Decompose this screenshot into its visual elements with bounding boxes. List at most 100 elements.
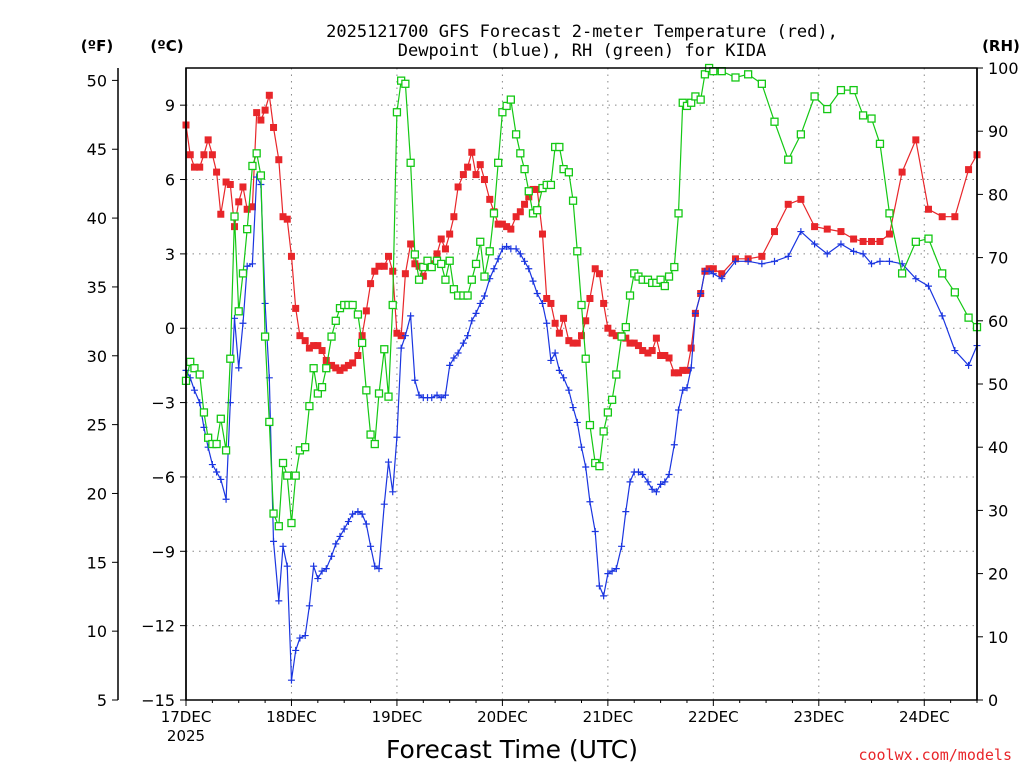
temperature-point [533, 185, 541, 193]
rh-point [607, 395, 617, 404]
temperature-point [349, 359, 357, 367]
temperature-point [186, 151, 194, 159]
dewpoint-point [670, 441, 678, 449]
rh-point [696, 95, 705, 104]
dewpoint-point [454, 349, 462, 357]
rh-point [384, 392, 393, 401]
dewpoint-point [208, 461, 216, 469]
rh-point [216, 414, 225, 423]
dewpoint-point [718, 275, 726, 283]
dewpoint-point [709, 270, 717, 278]
temperature-point [591, 265, 599, 273]
dewpoint-point [459, 339, 467, 347]
dewpoint-point [683, 384, 691, 392]
x-tick-label: 20DEC [477, 708, 528, 726]
temperature-point [257, 116, 265, 124]
dewpoint-point [912, 275, 920, 283]
dewpoint-point [582, 463, 590, 471]
temperature-point [419, 272, 427, 280]
temperature-point [397, 332, 405, 340]
x-tick-label: 17DEC [161, 708, 212, 726]
temperature-point [679, 366, 687, 374]
temperature-point [401, 270, 409, 278]
rh-tick-label: 70 [988, 249, 1008, 268]
x-tick-label: 21DEC [583, 708, 634, 726]
rh-point [327, 332, 336, 341]
rh-point [849, 85, 858, 95]
dewpoint-point [389, 488, 397, 496]
dewpoint-point [301, 632, 309, 640]
temperature-point [595, 270, 603, 278]
temperature-point [389, 267, 397, 275]
rh-point [516, 149, 525, 158]
dewpoint-point [213, 468, 221, 476]
dewpoint-point [639, 470, 647, 478]
dewpoint-point [612, 565, 620, 573]
dewpoint-point [358, 510, 366, 518]
dewpoint-point [217, 475, 225, 483]
rh-point [471, 259, 481, 269]
x-tick-label: 19DEC [372, 708, 423, 726]
temperature-point [771, 228, 779, 236]
dewpoint-point [595, 582, 603, 590]
dewpoint-point [697, 290, 705, 298]
temperature-point [507, 225, 515, 233]
rh-point [480, 272, 489, 281]
rh-tick-label: 100 [988, 59, 1019, 78]
dewpoint-point [924, 282, 932, 290]
dewpoint-point [744, 257, 752, 265]
temperature-point [498, 220, 506, 228]
temperature-point [547, 299, 555, 307]
dewpoint-point [407, 312, 415, 320]
dewpoint-point [516, 250, 524, 258]
rh-point [199, 408, 209, 417]
temperature-point [344, 361, 352, 369]
rh-point [494, 158, 503, 167]
rh-point [423, 256, 432, 265]
dewpoint-point [503, 242, 511, 250]
dewpoint-point [235, 364, 243, 372]
temperature-line [185, 95, 978, 374]
rh-point [511, 130, 521, 139]
dewpoint-point [354, 508, 362, 516]
dewpoint-point [190, 386, 198, 394]
rh-point [770, 117, 779, 126]
dewpoint-point [543, 319, 551, 327]
temperature-point [529, 185, 537, 193]
temperature-point [665, 354, 673, 362]
rh-point [585, 420, 595, 430]
dewpoint-point [498, 245, 506, 253]
temperature-point [538, 230, 546, 238]
dewpoint-point [648, 485, 656, 493]
temperature-point [340, 364, 348, 372]
rh-point [317, 383, 327, 392]
rh-point [687, 98, 696, 107]
dewpoint-point [837, 240, 845, 248]
temperature-point [301, 337, 309, 345]
rh-point [599, 427, 608, 436]
temperature-point [190, 163, 198, 171]
rh-point [348, 300, 357, 310]
c-tick-label: −3 [151, 394, 175, 413]
temperature-point [239, 183, 247, 191]
rh-point [938, 269, 947, 278]
temperature-point [358, 332, 366, 340]
temperature-point [797, 195, 805, 203]
f-tick-label: 15 [87, 553, 107, 572]
rh-point [357, 338, 367, 348]
rh-point [463, 291, 472, 300]
rh-point [278, 458, 288, 468]
temperature-point [718, 270, 726, 278]
temperature-point [657, 351, 665, 359]
rh-point [305, 401, 314, 411]
rh-point [823, 104, 832, 114]
temperature-point [468, 148, 476, 156]
dewpoint-point [433, 391, 441, 399]
rh-point [784, 155, 793, 164]
temperature-point [208, 151, 216, 159]
chart-title-line1: 2025121700 GFS Forecast 2-meter Temperat… [326, 22, 838, 42]
temperature-point [648, 347, 656, 355]
dewpoint-point [859, 250, 867, 258]
dewpoint-point [328, 552, 336, 560]
rh-point [401, 79, 410, 88]
